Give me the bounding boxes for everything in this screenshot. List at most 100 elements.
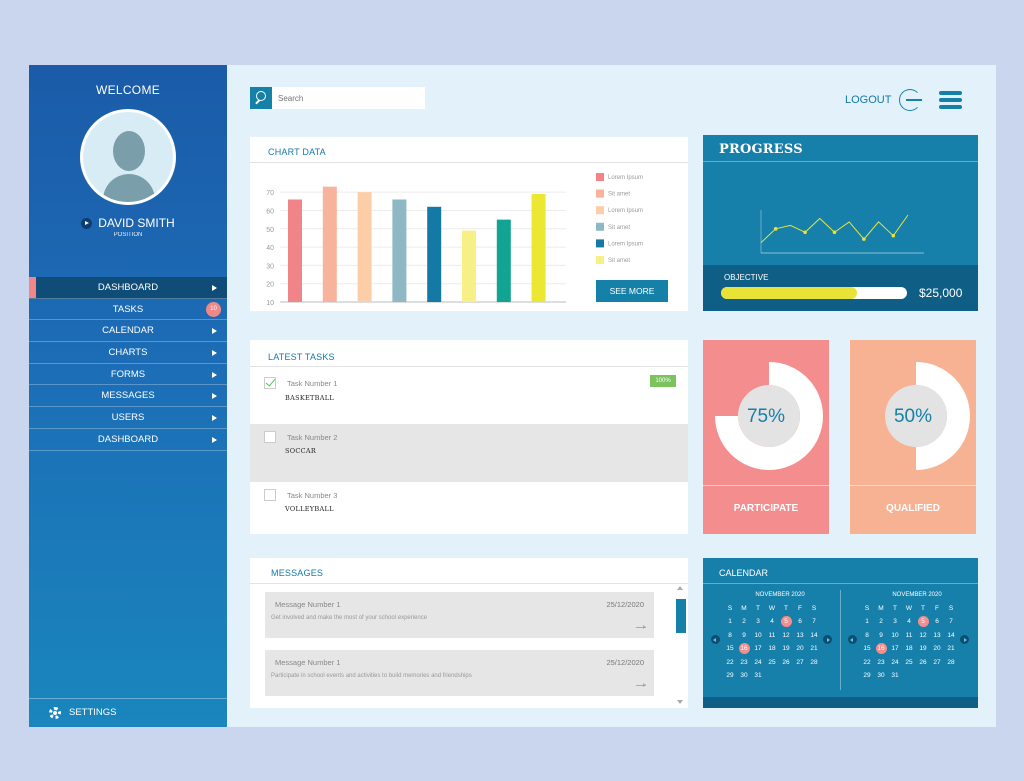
calendar-prev-icon[interactable] [848, 635, 857, 644]
calendar-day[interactable]: 26 [919, 658, 927, 666]
calendar-day[interactable]: 18 [905, 645, 913, 652]
calendar-day[interactable]: 8 [865, 631, 869, 639]
calendar-day[interactable]: 29 [863, 672, 871, 679]
calendar-day[interactable]: 24 [891, 658, 899, 666]
calendar-day[interactable]: 13 [796, 631, 804, 639]
calendar-day[interactable]: 11 [905, 631, 913, 639]
sidebar-item-tasks[interactable]: TASKS 10 [29, 299, 227, 321]
calendar-day[interactable]: 25 [768, 658, 776, 666]
calendar-day[interactable]: 21 [810, 645, 818, 652]
calendar-day[interactable]: 10 [754, 631, 762, 639]
scroll-thumb[interactable] [676, 599, 686, 633]
calendar-day[interactable]: 9 [879, 631, 883, 639]
message-item[interactable]: Message Number 1 25/12/2020 Get involved… [265, 592, 654, 638]
calendar-day[interactable]: 7 [812, 618, 816, 625]
calendar-day[interactable]: 2 [742, 618, 746, 625]
calendar-day[interactable]: 5 [780, 616, 792, 627]
calendar-day[interactable]: 23 [877, 658, 885, 666]
calendar-day[interactable]: 31 [891, 672, 899, 679]
calendar-day[interactable]: 27 [796, 658, 804, 666]
hamburger-menu-icon[interactable] [939, 91, 962, 109]
arrow-right-icon[interactable] [636, 625, 646, 629]
calendar-prev-icon[interactable] [711, 635, 720, 644]
sidebar-item-dashboard[interactable]: DASHBOARD [29, 277, 227, 299]
calendar-day[interactable]: 22 [863, 658, 871, 666]
calendar-next-icon[interactable] [960, 635, 969, 644]
calendar-day[interactable]: 20 [796, 645, 804, 652]
calendar-day[interactable]: 10 [891, 631, 899, 639]
calendar-day[interactable]: 24 [754, 658, 762, 666]
sidebar-item-forms[interactable]: FORMS [29, 364, 227, 386]
calendar-day[interactable]: 3 [756, 618, 760, 625]
calendar-day[interactable]: 20 [933, 645, 941, 652]
calendar-day[interactable]: 14 [947, 631, 955, 639]
scroll-up-icon[interactable] [677, 586, 683, 590]
calendar-day[interactable]: 29 [726, 672, 734, 679]
calendar-day[interactable]: 22 [726, 658, 734, 666]
task-checkbox[interactable] [264, 431, 276, 443]
calendar-day[interactable]: 5 [917, 616, 929, 627]
calendar-day[interactable]: 18 [768, 645, 776, 652]
calendar-day[interactable]: 1 [865, 618, 869, 625]
calendar-day[interactable]: 30 [740, 672, 748, 679]
task-row[interactable]: Task Number 1 BASKETBALL 100% [250, 367, 688, 424]
search-icon[interactable] [250, 87, 272, 109]
scroll-down-icon[interactable] [677, 700, 683, 704]
calendar-day[interactable]: 25 [905, 658, 913, 666]
calendar-day[interactable]: 17 [891, 645, 899, 652]
calendar-day[interactable]: 21 [947, 645, 955, 652]
calendar-day[interactable]: 28 [947, 658, 955, 666]
calendar-day[interactable]: 16 [738, 643, 750, 654]
calendar-day[interactable]: 17 [754, 645, 762, 652]
calendar-day[interactable]: 11 [768, 631, 776, 639]
calendar-day[interactable]: 1 [728, 618, 732, 625]
messages-scrollbar[interactable] [676, 586, 686, 704]
task-checkbox[interactable] [264, 377, 276, 389]
calendar-day[interactable]: 27 [933, 658, 941, 666]
calendar-day[interactable]: 16 [875, 643, 887, 654]
calendar-day[interactable]: 14 [810, 631, 818, 639]
calendar-day[interactable]: 13 [933, 631, 941, 639]
calendar-day[interactable]: 26 [782, 658, 790, 666]
message-item[interactable]: Message Number 1 25/12/2020 Participate … [265, 650, 654, 696]
see-more-button[interactable]: SEE MORE [596, 280, 668, 302]
sidebar-item-calendar[interactable]: CALENDAR [29, 320, 227, 343]
bar [392, 199, 407, 302]
calendar-next-icon[interactable] [823, 635, 832, 644]
task-checkbox[interactable] [264, 489, 276, 501]
calendar-day[interactable]: 28 [810, 658, 818, 666]
calendar-day[interactable]: 2 [879, 618, 883, 625]
calendar-day[interactable]: 23 [740, 658, 748, 666]
settings-button[interactable]: SETTINGS [29, 698, 227, 727]
calendar-day[interactable]: 8 [728, 631, 732, 639]
calendar-day[interactable]: 15 [863, 645, 871, 652]
calendar-day[interactable]: 6 [798, 618, 802, 625]
sidebar-item-users[interactable]: USERS [29, 407, 227, 429]
task-row[interactable]: Task Number 3 VOLLEYBALL [250, 482, 688, 534]
calendar-day[interactable]: 30 [877, 672, 885, 679]
calendar-day[interactable]: 12 [782, 631, 790, 639]
arrow-right-icon[interactable] [636, 683, 646, 687]
calendar-day[interactable]: 6 [935, 618, 939, 625]
sidebar-item-charts[interactable]: CHARTS [29, 342, 227, 364]
calendar-day[interactable]: 15 [726, 645, 734, 652]
play-icon[interactable] [81, 218, 93, 230]
calendar-day[interactable]: 4 [907, 618, 911, 625]
calendar-day[interactable]: 3 [893, 618, 897, 625]
sidebar-item-messages[interactable]: MESSAGES [29, 385, 227, 408]
calendar-day[interactable]: 7 [949, 618, 953, 625]
logout-link[interactable]: LOGOUT [845, 94, 892, 106]
calendar-day[interactable]: 19 [782, 645, 790, 652]
calendar-day[interactable]: 9 [742, 631, 746, 639]
calendar-day[interactable]: 19 [919, 645, 927, 652]
logout-icon[interactable] [899, 89, 922, 111]
calendar-day[interactable]: 31 [754, 672, 762, 679]
task-row[interactable]: Task Number 2 SOCCAR [250, 424, 688, 482]
search-input[interactable] [278, 90, 418, 106]
calendar-day[interactable]: 4 [770, 618, 774, 625]
user-name-row[interactable]: DAVID SMITH [29, 216, 227, 230]
calendar-day[interactable]: 12 [919, 631, 927, 639]
sidebar-item-dashboard[interactable]: DASHBOARD [29, 429, 227, 451]
legend-label: Lorem Ipsum [608, 208, 643, 214]
avatar[interactable] [80, 109, 176, 205]
